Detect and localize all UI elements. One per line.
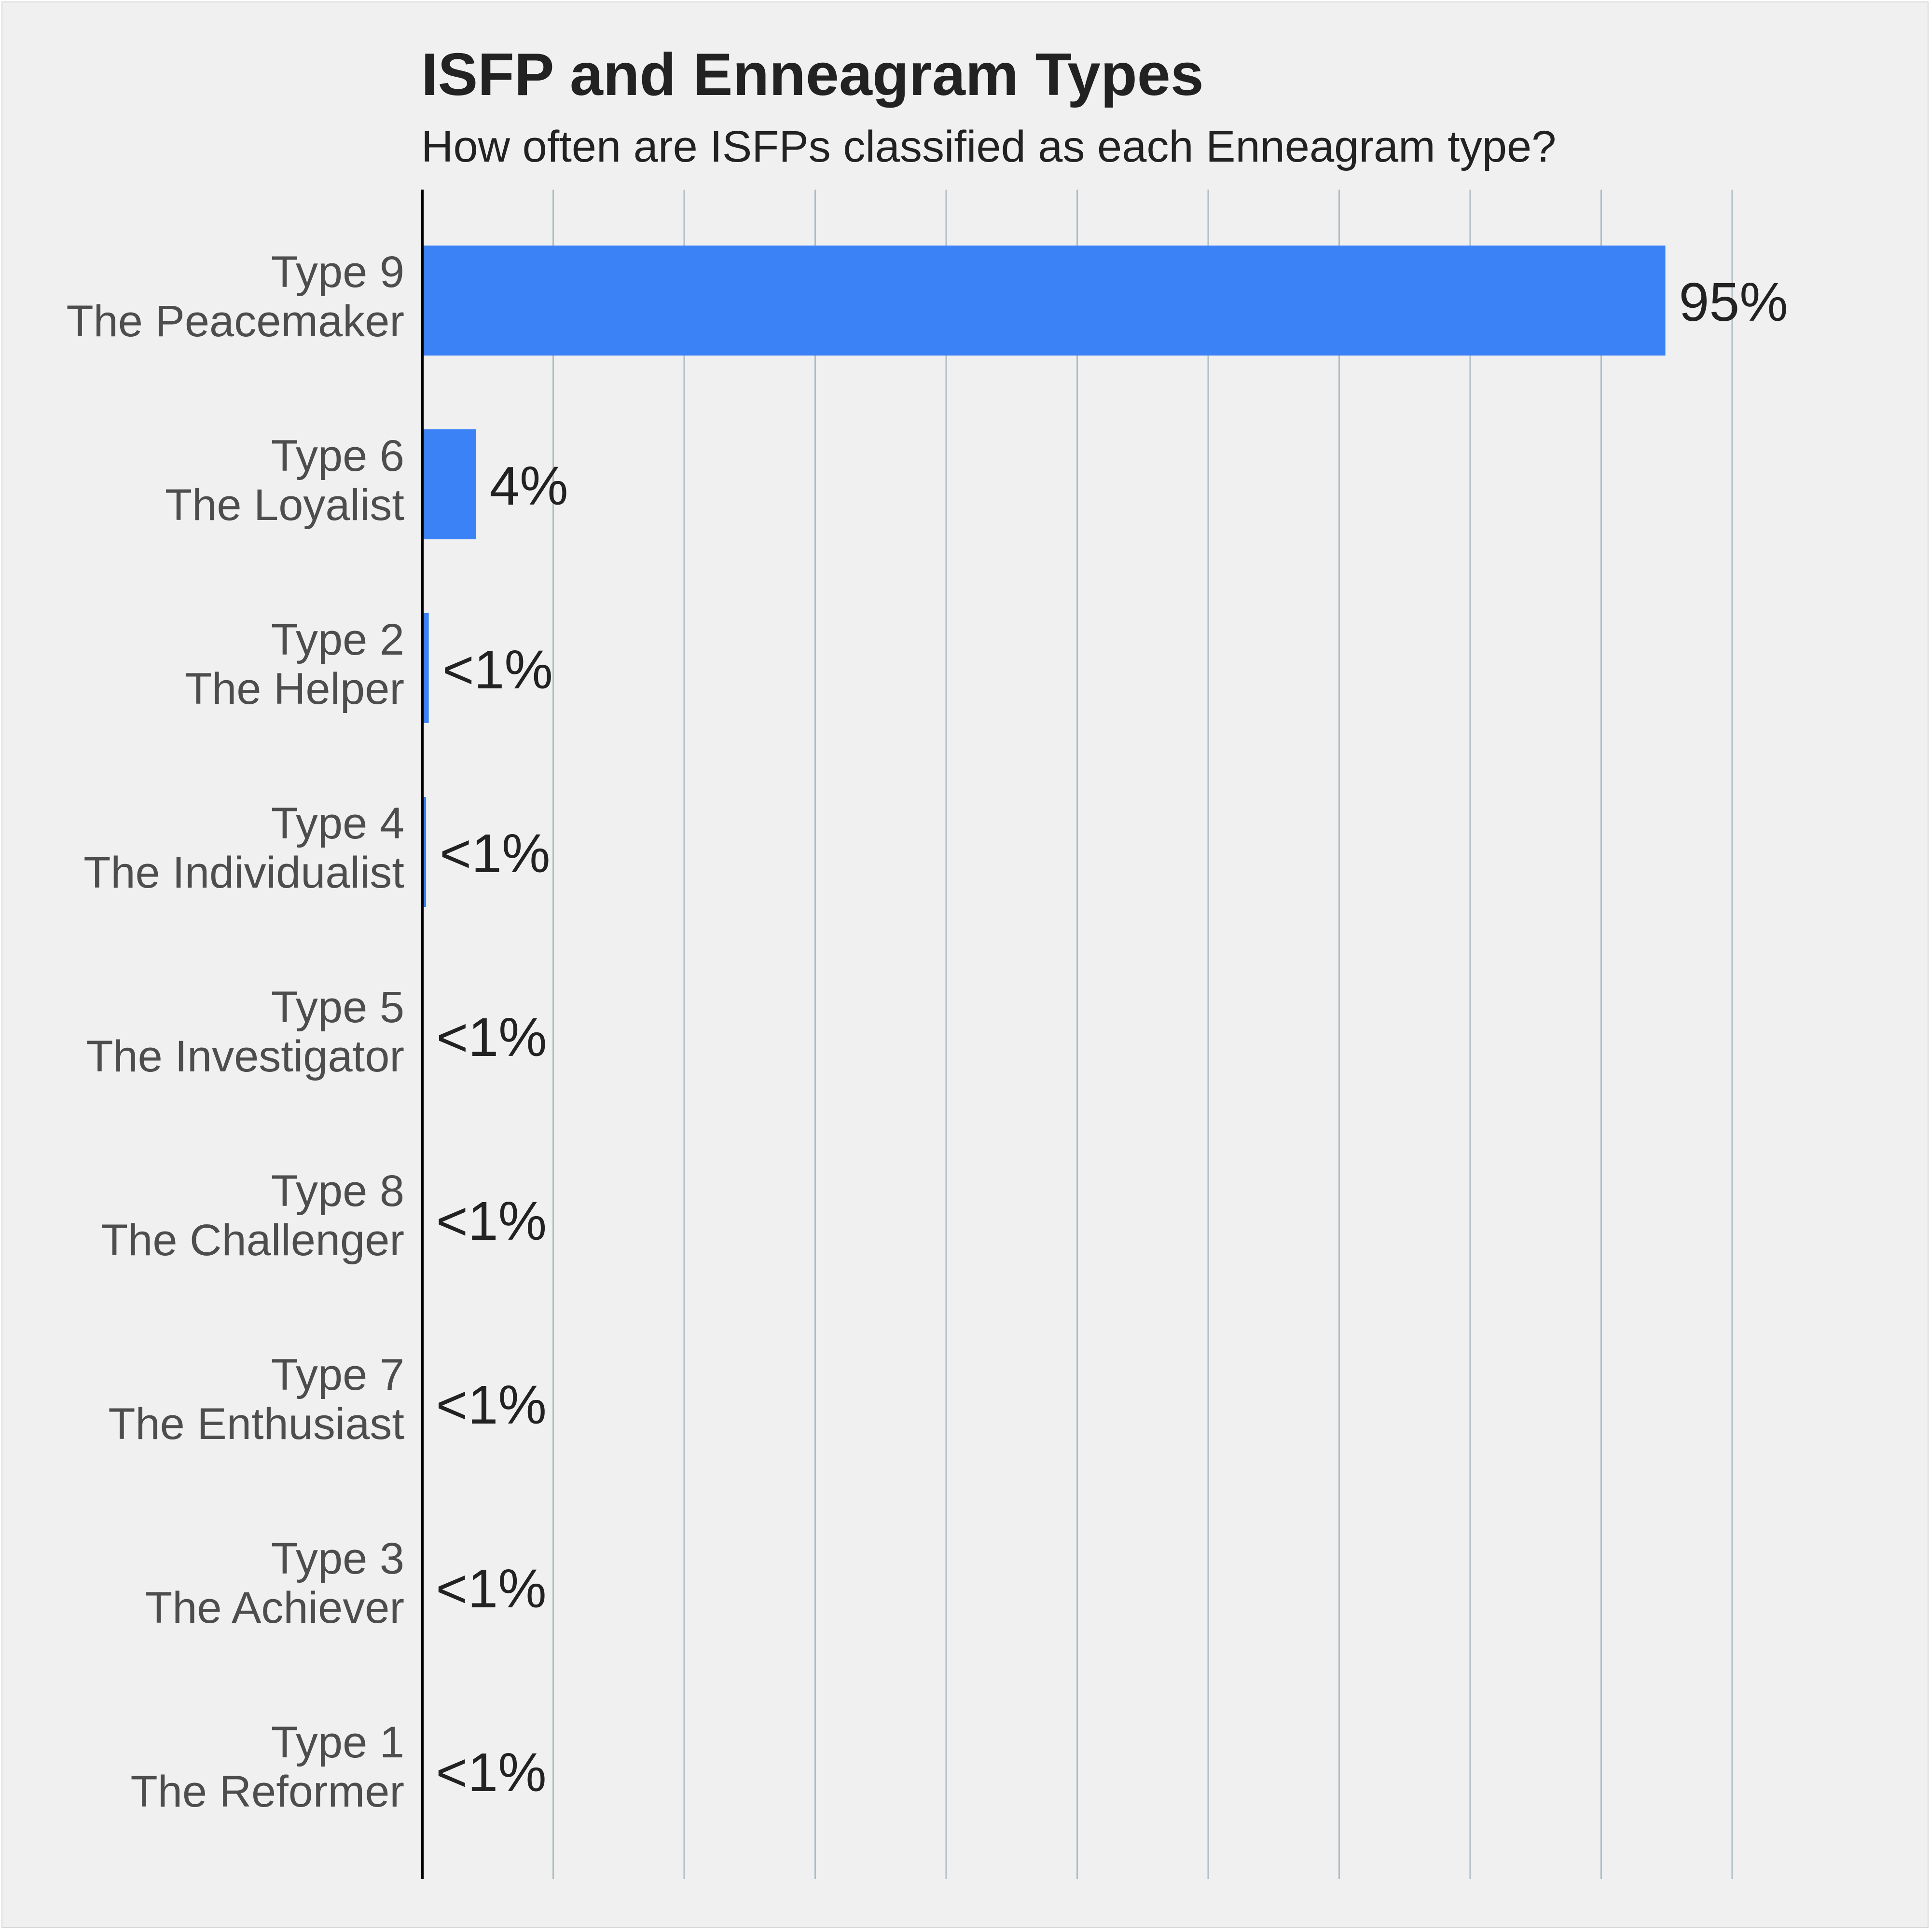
category-label-name: The Peacemaker (66, 297, 404, 346)
value-label: <1% (442, 639, 553, 700)
value-label: <1% (440, 823, 550, 884)
value-label: <1% (436, 1742, 546, 1803)
category-label-name: The Enthusiast (108, 1399, 404, 1449)
category-label-type: Type 4 (271, 799, 404, 848)
category-label-name: The Reformer (131, 1767, 405, 1816)
category-label-type: Type 3 (271, 1534, 404, 1583)
category-label-type: Type 1 (271, 1718, 404, 1767)
chart-subtitle: How often are ISFPs classified as each E… (421, 122, 1556, 171)
category-label-name: The Achiever (145, 1583, 404, 1632)
category-label-type: Type 9 (271, 247, 404, 297)
chart-title: ISFP and Enneagram Types (421, 41, 1204, 108)
category-label-type: Type 5 (271, 983, 404, 1032)
category-label-name: The Investigator (86, 1032, 404, 1081)
bar (422, 429, 476, 539)
bar (422, 246, 1666, 356)
category-label-name: The Individualist (83, 848, 404, 897)
value-label: <1% (436, 1558, 546, 1619)
category-label-type: Type 2 (271, 615, 404, 664)
value-label: <1% (436, 1007, 547, 1068)
value-label: <1% (436, 1191, 547, 1251)
category-label-name: The Loyalist (165, 480, 404, 530)
category-label-name: The Helper (185, 664, 404, 713)
category-label-type: Type 7 (271, 1350, 404, 1399)
category-label-type: Type 8 (271, 1166, 404, 1216)
category-label-type: Type 6 (271, 431, 404, 480)
value-label: 4% (489, 455, 568, 516)
value-label: <1% (436, 1374, 547, 1435)
category-label-name: The Challenger (101, 1216, 404, 1265)
value-label: 95% (1679, 272, 1788, 332)
